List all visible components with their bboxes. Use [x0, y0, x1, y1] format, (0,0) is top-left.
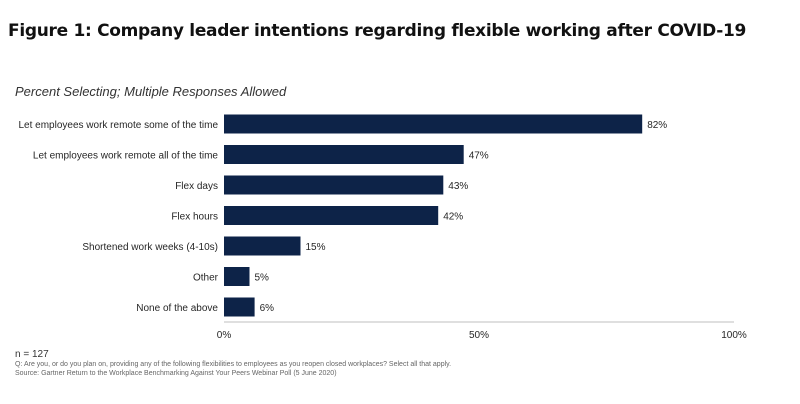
bar [224, 145, 464, 164]
data-label: 6% [260, 303, 275, 314]
category-label: Let employees work remote all of the tim… [33, 151, 219, 162]
bar [224, 175, 444, 195]
bar [224, 297, 255, 317]
data-label: 5% [255, 273, 270, 284]
figure-title: Figure 1: Company leader intentions rega… [8, 21, 747, 41]
x-tick-label: 100% [721, 330, 747, 341]
category-label: Flex days [175, 181, 218, 192]
source-note: Source: Gartner Return to the Workplace … [15, 370, 337, 377]
category-label: Other [193, 273, 219, 284]
survey-question: Q: Are you, or do you plan on, providing… [15, 361, 452, 368]
chart-subtitle: Percent Selecting; Multiple Responses Al… [15, 84, 287, 99]
data-label: 82% [647, 120, 667, 131]
sample-size: n = 127 [15, 349, 49, 360]
category-label: None of the above [136, 303, 218, 314]
bar [224, 236, 301, 256]
data-label: 42% [443, 212, 463, 223]
bar [224, 267, 250, 286]
data-label: 15% [306, 242, 326, 253]
category-label: Let employees work remote some of the ti… [18, 120, 218, 131]
x-tick-label: 0% [217, 330, 232, 341]
category-label: Shortened work weeks (4-10s) [82, 242, 218, 253]
bar [224, 114, 643, 134]
category-label: Flex hours [171, 212, 218, 223]
x-tick-label: 50% [469, 330, 489, 341]
bar [224, 206, 439, 225]
data-label: 43% [448, 181, 468, 192]
data-label: 47% [469, 151, 489, 162]
